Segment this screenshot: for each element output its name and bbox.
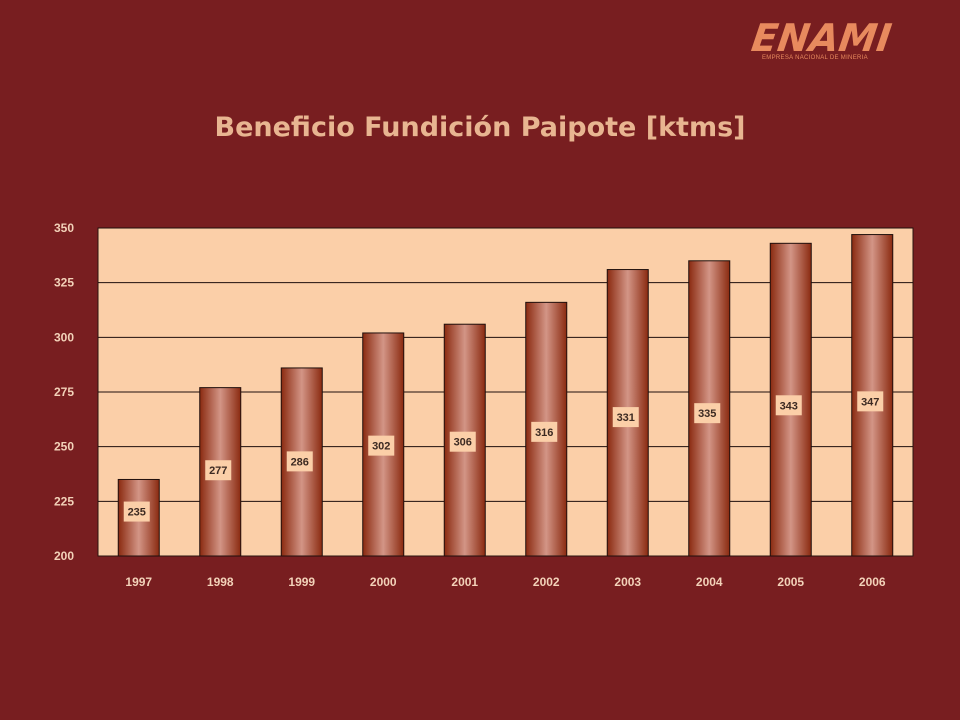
x-tick-label: 2002: [533, 575, 560, 589]
data-label: 316: [535, 427, 553, 439]
data-label-box: [857, 391, 884, 412]
data-label-box: [612, 407, 639, 428]
x-tick-label: 2005: [777, 575, 804, 589]
y-tick-label: 350: [54, 221, 74, 235]
data-label-box: [286, 451, 313, 472]
data-label: 347: [861, 396, 879, 408]
data-label: 277: [209, 465, 227, 477]
data-label: 331: [617, 412, 635, 424]
x-tick-label: 1997: [125, 575, 152, 589]
data-label-box: [449, 431, 476, 452]
y-tick-label: 250: [54, 440, 74, 454]
chart-title: Beneficio Fundición Paipote [ktms]: [214, 112, 746, 143]
data-label-box: [123, 501, 150, 522]
data-label: 306: [454, 437, 472, 449]
x-tick-label: 2004: [696, 575, 723, 589]
y-tick-label: 275: [54, 385, 74, 399]
data-label-box: [368, 435, 395, 456]
logo-tagline: EMPRESA NACIONAL DE MINERIA: [762, 55, 868, 61]
data-label: 335: [698, 408, 716, 420]
y-tick-label: 200: [54, 549, 74, 563]
data-label-box: [775, 395, 802, 416]
data-label-box: [531, 421, 558, 442]
x-tick-label: 2000: [370, 575, 397, 589]
enami-logo: ENAMI EMPRESA NACIONAL DE MINERIA: [749, 16, 938, 66]
x-tick-label: 2003: [614, 575, 641, 589]
x-tick-label: 1999: [288, 575, 315, 589]
y-tick-label: 325: [54, 276, 74, 290]
data-label: 235: [128, 507, 146, 519]
x-tick-label: 2006: [859, 575, 886, 589]
y-tick-label: 300: [54, 330, 74, 344]
data-label: 343: [780, 400, 798, 412]
x-tick-label: 2001: [451, 575, 478, 589]
data-label: 286: [291, 456, 309, 468]
data-label-box: [694, 403, 721, 424]
data-label: 302: [372, 441, 390, 453]
x-tick-label: 1998: [207, 575, 234, 589]
y-tick-label: 225: [54, 494, 74, 508]
data-label-box: [205, 460, 232, 481]
